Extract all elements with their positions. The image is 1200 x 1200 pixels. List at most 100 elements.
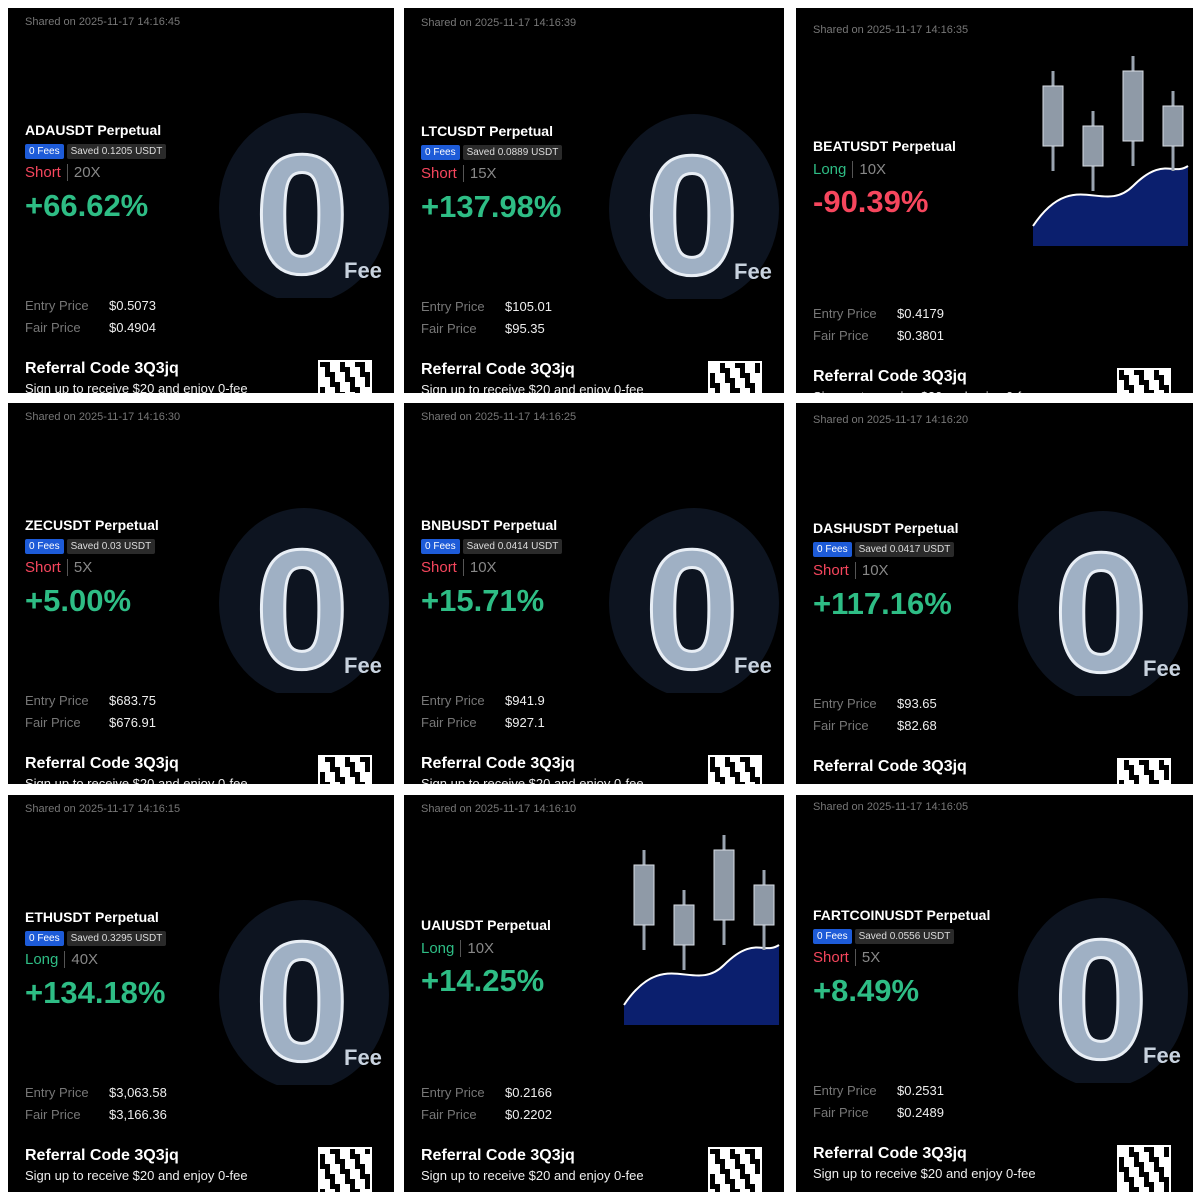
fair-label: Fair Price bbox=[813, 328, 869, 343]
qr-module bbox=[320, 362, 325, 367]
qr-module bbox=[345, 1179, 350, 1184]
symbol: ZECUSDT Perpetual bbox=[25, 517, 159, 533]
qr-module bbox=[720, 368, 725, 373]
entry-price: $941.9 bbox=[505, 693, 545, 708]
badges: 0 Fees Saved 0.03 USDT bbox=[25, 539, 156, 554]
qr-module bbox=[745, 757, 750, 762]
qr-pattern bbox=[1119, 760, 1169, 784]
entry-label: Entry Price bbox=[25, 693, 89, 708]
qr-module bbox=[355, 782, 360, 784]
qr-module bbox=[1144, 760, 1149, 765]
qr-module bbox=[750, 772, 755, 777]
qr-module bbox=[755, 1169, 760, 1174]
fair-price: $676.91 bbox=[109, 715, 156, 730]
side-row: Short 5X bbox=[25, 559, 92, 576]
qr-module bbox=[350, 377, 355, 382]
qr-module bbox=[1124, 380, 1129, 385]
qr-module bbox=[320, 1154, 325, 1159]
qr-module bbox=[730, 1179, 735, 1184]
glow bbox=[609, 114, 779, 299]
qr-module bbox=[735, 777, 740, 782]
qr-module bbox=[755, 368, 760, 373]
fees-badge: 0 Fees bbox=[813, 929, 852, 944]
qr-module bbox=[725, 378, 730, 383]
qr-module bbox=[340, 1159, 345, 1164]
qr-module bbox=[1149, 1152, 1154, 1157]
badges: 0 Fees Saved 0.0417 USDT bbox=[813, 542, 955, 557]
qr-module bbox=[350, 382, 355, 387]
candle bbox=[673, 904, 695, 946]
qr-module bbox=[360, 372, 365, 377]
pnl: +8.49% bbox=[813, 973, 920, 1008]
leverage: 20X bbox=[66, 164, 101, 181]
qr-module bbox=[735, 1189, 740, 1192]
qr-module bbox=[320, 387, 325, 392]
qr-module bbox=[1164, 1177, 1169, 1182]
entry-label: Entry Price bbox=[421, 1085, 485, 1100]
qr-module bbox=[730, 388, 735, 393]
qr-module bbox=[360, 362, 365, 367]
qr-module bbox=[1124, 1177, 1129, 1182]
qr-module bbox=[1124, 1172, 1129, 1177]
qr-module bbox=[335, 767, 340, 772]
referral: Referral Code 3Q3jq bbox=[421, 1147, 575, 1164]
qr-module bbox=[1134, 1152, 1139, 1157]
qr-module bbox=[325, 1164, 330, 1169]
qr-module bbox=[1154, 780, 1159, 784]
pnl: +137.98% bbox=[421, 189, 562, 224]
side: Short bbox=[421, 559, 457, 576]
qr-module bbox=[735, 388, 740, 393]
qr-module bbox=[750, 1189, 755, 1192]
qr-module bbox=[325, 782, 330, 784]
referral: Referral Code 3Q3jq bbox=[813, 758, 967, 775]
qr-code bbox=[318, 755, 372, 784]
fee-word: Fee bbox=[344, 653, 382, 678]
symbol: UAIUSDT Perpetual bbox=[421, 917, 551, 933]
chart-graphic bbox=[1032, 56, 1189, 246]
entry-price: $0.2531 bbox=[897, 1083, 944, 1098]
share-card: Shared on 2025-11-17 14:16:45 ADAUSDT Per… bbox=[8, 8, 394, 393]
qr-module bbox=[360, 757, 365, 762]
qr-module bbox=[330, 1174, 335, 1179]
qr-module bbox=[1134, 1157, 1139, 1162]
side-row: Short 15X bbox=[421, 165, 497, 182]
qr-code bbox=[1117, 758, 1171, 784]
qr-module bbox=[1124, 765, 1129, 770]
qr-module bbox=[1164, 1182, 1169, 1187]
qr-pattern bbox=[320, 757, 370, 784]
qr-module bbox=[1164, 1147, 1169, 1152]
qr-module bbox=[710, 767, 715, 772]
shared-time: Shared on 2025-11-17 14:16:15 bbox=[25, 803, 181, 815]
badges: 0 Fees Saved 0.0414 USDT bbox=[421, 539, 563, 554]
symbol: LTCUSDT Perpetual bbox=[421, 123, 553, 139]
fees-badge: 0 Fees bbox=[25, 931, 64, 946]
qr-module bbox=[340, 362, 345, 367]
qr-module bbox=[720, 782, 725, 784]
qr-module bbox=[720, 1159, 725, 1164]
qr-module bbox=[335, 772, 340, 777]
qr-module bbox=[720, 777, 725, 782]
side: Long bbox=[421, 940, 455, 957]
qr-module bbox=[740, 1169, 745, 1174]
referral: Referral Code 3Q3jq bbox=[25, 1147, 179, 1164]
qr-module bbox=[365, 1179, 370, 1184]
entry-label: Entry Price bbox=[25, 298, 89, 313]
symbol: FARTCOINUSDT Perpetual bbox=[813, 907, 991, 923]
qr-module bbox=[750, 1149, 755, 1154]
qr-module bbox=[730, 1184, 735, 1189]
candle bbox=[1082, 125, 1104, 167]
fair-price: $95.35 bbox=[505, 321, 545, 336]
qr-module bbox=[725, 1179, 730, 1184]
qr-module bbox=[345, 1169, 350, 1174]
qr-module bbox=[350, 1189, 355, 1192]
qr-module bbox=[330, 767, 335, 772]
qr-module bbox=[1139, 1162, 1144, 1167]
qr-module bbox=[360, 367, 365, 372]
qr-code bbox=[1117, 1145, 1171, 1192]
saved-badge: Saved 0.0556 USDT bbox=[854, 929, 955, 944]
qr-module bbox=[745, 1149, 750, 1154]
qr-module bbox=[1134, 370, 1139, 375]
qr-module bbox=[1129, 385, 1134, 390]
